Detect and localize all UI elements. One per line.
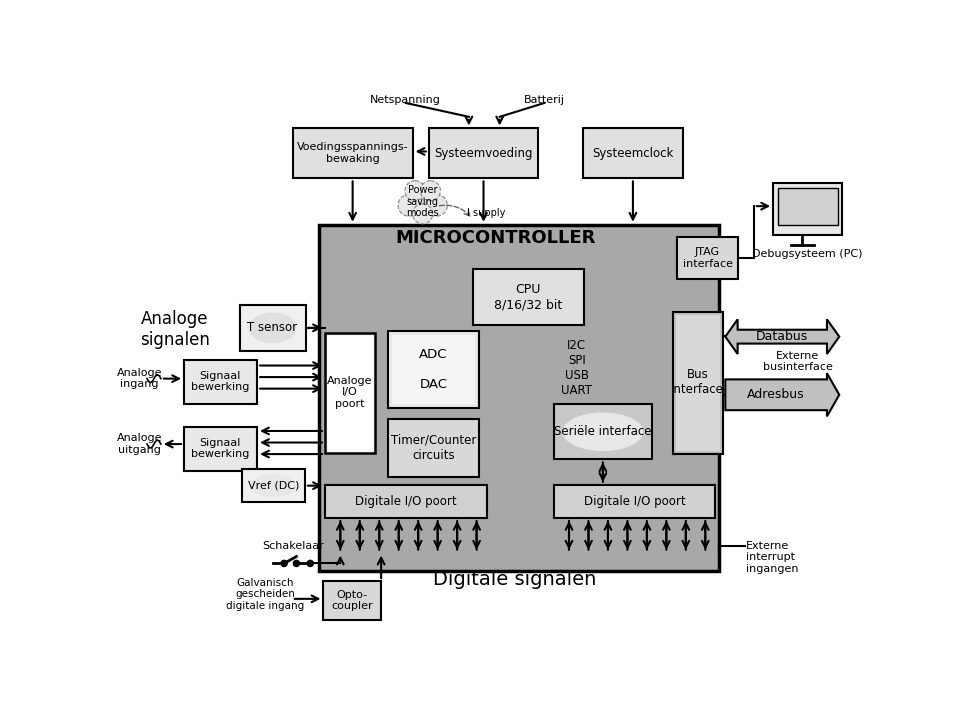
Text: Analoge
I/O
poort: Analoge I/O poort — [326, 376, 372, 409]
Bar — [472, 269, 585, 325]
Text: Bus
interface: Bus interface — [671, 368, 724, 396]
Text: Batterij: Batterij — [524, 95, 564, 105]
Text: I supply: I supply — [468, 208, 506, 218]
Text: Debugsysteem (PC): Debugsysteem (PC) — [753, 249, 863, 259]
Text: Vref (DC): Vref (DC) — [248, 481, 299, 491]
Text: Netspanning: Netspanning — [371, 95, 442, 105]
Circle shape — [409, 188, 437, 215]
Text: Analoge
ingang: Analoge ingang — [116, 367, 162, 389]
Bar — [294, 128, 413, 178]
Text: Adresbus: Adresbus — [747, 389, 804, 401]
Text: Opto-
coupler: Opto- coupler — [331, 589, 372, 611]
Polygon shape — [726, 320, 839, 354]
Bar — [328, 337, 372, 449]
Text: MICROCONTROLLER: MICROCONTROLLER — [396, 230, 596, 248]
Bar — [242, 470, 305, 502]
Text: Externe
businterface: Externe businterface — [763, 351, 832, 372]
Text: Digitale signalen: Digitale signalen — [433, 570, 597, 589]
Bar — [773, 183, 842, 235]
Text: Seriële interface: Seriële interface — [554, 425, 652, 439]
Bar — [324, 581, 381, 620]
Circle shape — [398, 194, 420, 216]
Bar — [324, 485, 487, 518]
Bar — [184, 360, 257, 404]
Text: CPU
8/16/32 bit: CPU 8/16/32 bit — [494, 283, 563, 311]
Circle shape — [426, 194, 447, 216]
Bar — [388, 331, 479, 408]
Text: I2C
SPI
USB
UART: I2C SPI USB UART — [562, 339, 592, 397]
Bar — [184, 427, 257, 471]
Bar — [392, 334, 475, 404]
Text: Digitale I/O poort: Digitale I/O poort — [584, 494, 685, 508]
Text: Signaal
bewerking: Signaal bewerking — [191, 438, 250, 460]
Bar — [673, 312, 723, 454]
Bar — [319, 225, 719, 571]
Bar — [778, 188, 838, 225]
Text: Analoge
signalen: Analoge signalen — [140, 310, 209, 348]
Bar — [429, 128, 539, 178]
Text: Analoge
uitgang: Analoge uitgang — [116, 433, 162, 455]
Text: Power
saving
modes: Power saving modes — [406, 185, 439, 218]
Circle shape — [413, 204, 433, 224]
Text: JTAG
interface: JTAG interface — [683, 247, 732, 268]
Bar — [240, 305, 305, 351]
Circle shape — [420, 181, 441, 201]
Bar — [324, 333, 375, 453]
Ellipse shape — [251, 474, 297, 497]
Bar — [583, 128, 683, 178]
Text: Digitale I/O poort: Digitale I/O poort — [355, 494, 457, 508]
Text: Timer/Counter
circuits: Timer/Counter circuits — [391, 434, 476, 462]
Bar — [676, 315, 720, 451]
Polygon shape — [726, 373, 839, 416]
Circle shape — [294, 560, 300, 567]
Bar — [388, 420, 479, 477]
Text: Externe
interrupt
ingangen: Externe interrupt ingangen — [746, 541, 799, 574]
Bar — [554, 404, 652, 460]
Bar — [554, 485, 715, 518]
Text: Galvanisch
gescheiden
digitale ingang: Galvanisch gescheiden digitale ingang — [226, 577, 304, 611]
Text: T sensor: T sensor — [248, 321, 298, 334]
Text: Databus: Databus — [756, 330, 808, 343]
Circle shape — [307, 560, 313, 567]
Text: Schakelaar: Schakelaar — [262, 541, 324, 551]
Circle shape — [281, 560, 287, 567]
Bar — [677, 237, 738, 279]
Text: ADC

DAC: ADC DAC — [420, 348, 447, 391]
Text: Systeemclock: Systeemclock — [592, 146, 674, 160]
Ellipse shape — [563, 413, 643, 451]
Text: Signaal
bewerking: Signaal bewerking — [191, 371, 250, 393]
Text: Voedingsspannings-
bewaking: Voedingsspannings- bewaking — [297, 142, 408, 164]
Ellipse shape — [249, 313, 297, 343]
Text: Systeemvoeding: Systeemvoeding — [434, 146, 533, 160]
Circle shape — [405, 181, 425, 201]
